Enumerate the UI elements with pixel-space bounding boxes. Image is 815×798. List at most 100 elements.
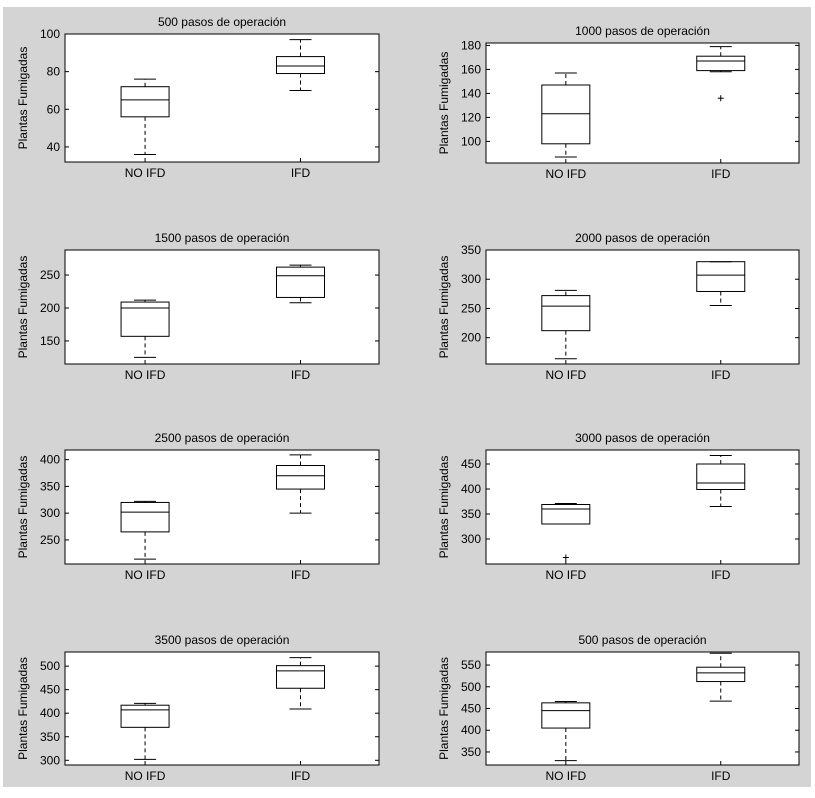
- box-ifd: [696, 652, 746, 702]
- y-tick-label: 200: [40, 301, 60, 315]
- outlier-marker: [717, 95, 724, 102]
- y-tick-label: 250: [40, 268, 60, 282]
- iqr-box: [120, 301, 170, 337]
- axes-frame: [485, 42, 800, 164]
- iqr-box: [696, 463, 746, 490]
- y-tick-label: 150: [40, 334, 60, 348]
- iqr-box: [696, 55, 746, 72]
- axes-frame: [485, 249, 800, 365]
- y-tick-label: 350: [461, 243, 481, 257]
- y-tick-label: 350: [461, 745, 481, 759]
- iqr-box: [276, 665, 325, 689]
- box-no-ifd: [120, 299, 170, 358]
- y-tick-label: 200: [461, 331, 481, 345]
- panel-title: 3500 pasos de operación: [155, 633, 290, 647]
- y-tick-label: 300: [40, 753, 60, 767]
- panel-title: 2500 pasos de operación: [155, 431, 290, 445]
- panel-2: 1000 pasos de operación Plantas Fumigadas…: [437, 24, 800, 181]
- panel-title: 500 pasos de operación: [158, 15, 286, 29]
- box-ifd: [276, 657, 325, 710]
- y-axis-label: Plantas Fumigadas: [437, 657, 451, 760]
- x-tick-label: NO IFD: [125, 568, 166, 582]
- y-tick-label: 180: [461, 38, 481, 52]
- box-no-ifd: [120, 500, 170, 560]
- y-tick-label: 450: [461, 457, 481, 471]
- x-tick-label: IFD: [711, 568, 731, 582]
- panel-title: 1000 pasos de operación: [575, 24, 710, 38]
- box-ifd: [276, 264, 325, 304]
- y-axis-label: Plantas Fumigadas: [16, 657, 30, 760]
- y-tick-label: 100: [40, 27, 60, 41]
- y-tick-label: 40: [47, 140, 61, 154]
- iqr-box: [541, 295, 591, 332]
- y-tick-label: 350: [461, 507, 481, 521]
- x-tick-label: NO IFD: [125, 769, 166, 783]
- axes-frame: [485, 651, 800, 766]
- y-axis-label: Plantas Fumigadas: [437, 256, 451, 359]
- y-tick-label: 80: [47, 65, 61, 79]
- x-tick-label: IFD: [291, 166, 311, 180]
- y-tick-label: 250: [40, 533, 60, 547]
- y-tick-label: 400: [40, 706, 60, 720]
- panel-title: 500 pasos de operación: [578, 633, 706, 647]
- iqr-box: [541, 504, 591, 525]
- x-tick-label: NO IFD: [545, 167, 586, 181]
- panel-title: 1500 pasos de operación: [155, 231, 290, 245]
- x-tick-label: IFD: [291, 568, 311, 582]
- panel-6: 3000 pasos de operación Plantas Fumigadas…: [437, 431, 800, 582]
- box-no-ifd: [541, 72, 591, 158]
- y-tick-label: 160: [461, 62, 481, 76]
- axes-frame: [64, 33, 380, 163]
- y-tick-label: 400: [40, 453, 60, 467]
- iqr-box: [696, 666, 746, 683]
- y-tick-label: 350: [40, 479, 60, 493]
- y-tick-label: 300: [40, 506, 60, 520]
- y-tick-label: 500: [40, 659, 60, 673]
- axes-frame: [64, 651, 380, 766]
- iqr-box: [276, 266, 325, 298]
- x-tick-label: NO IFD: [545, 568, 586, 582]
- axes-frame: [64, 249, 380, 365]
- y-tick-label: 140: [461, 86, 481, 100]
- y-tick-label: 550: [461, 658, 481, 672]
- iqr-box: [120, 86, 170, 118]
- x-tick-label: NO IFD: [545, 368, 586, 382]
- panel-7: 3500 pasos de operación Plantas Fumigadas…: [16, 633, 380, 783]
- iqr-box: [120, 501, 170, 533]
- iqr-box: [541, 84, 591, 145]
- y-tick-label: 60: [47, 102, 61, 116]
- panel-8: 500 pasos de operación Plantas Fumigadas 3…: [437, 633, 800, 783]
- box-ifd: [696, 455, 746, 507]
- box-no-ifd: [541, 503, 591, 561]
- y-axis-label: Plantas Fumigadas: [16, 47, 30, 150]
- box-ifd: [276, 454, 325, 514]
- box-ifd: [696, 46, 746, 102]
- x-tick-label: NO IFD: [545, 769, 586, 783]
- y-tick-label: 120: [461, 110, 481, 124]
- panel-3: 1500 pasos de operación Plantas Fumigadas…: [16, 231, 380, 382]
- box-ifd: [276, 39, 325, 91]
- outlier-marker: [562, 554, 569, 561]
- y-tick-label: 500: [461, 680, 481, 694]
- x-tick-label: IFD: [711, 769, 731, 783]
- panel-title: 3000 pasos de operación: [575, 431, 710, 445]
- panel-5: 2500 pasos de operación Plantas Fumigadas…: [16, 431, 380, 582]
- iqr-box: [696, 261, 746, 293]
- x-tick-label: IFD: [291, 368, 311, 382]
- iqr-box: [276, 465, 325, 490]
- iqr-box: [120, 704, 170, 728]
- y-tick-label: 100: [461, 134, 481, 148]
- iqr-box: [276, 56, 325, 75]
- box-no-ifd: [541, 289, 591, 360]
- box-no-ifd: [541, 701, 591, 762]
- y-tick-label: 400: [461, 723, 481, 737]
- x-tick-label: IFD: [711, 368, 731, 382]
- panel-1: 500 pasos de operación Plantas Fumigadas 4…: [16, 15, 380, 180]
- y-tick-label: 450: [461, 702, 481, 716]
- axes-frame: [485, 449, 800, 565]
- panel-4: 2000 pasos de operación Plantas Fumigadas…: [437, 231, 800, 382]
- panel-title: 2000 pasos de operación: [575, 231, 710, 245]
- y-tick-label: 300: [461, 532, 481, 546]
- y-tick-label: 350: [40, 730, 60, 744]
